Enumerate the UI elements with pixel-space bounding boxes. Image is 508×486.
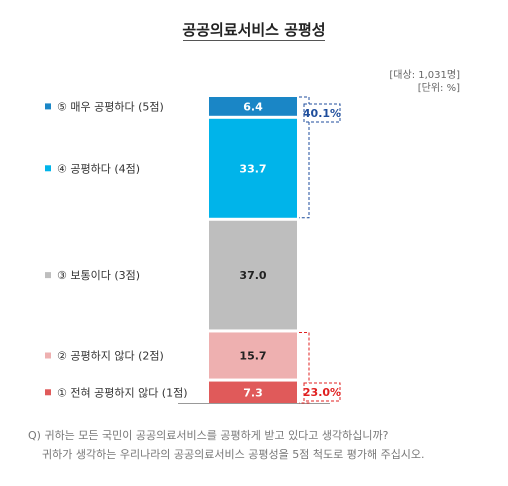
- legend-swatch-5: [45, 389, 51, 396]
- annotation-box-2: [303, 382, 341, 402]
- bar-segment-4: [209, 332, 297, 379]
- bar-value-label-3: 37.0: [239, 269, 266, 282]
- legend-label-4: ② 공평하지 않다 (2점): [57, 349, 164, 363]
- annotation-label-2: 23.0%: [303, 386, 341, 399]
- sample-size-label: [대상: 1,031명]: [389, 70, 460, 81]
- legend-swatch-3: [45, 272, 51, 279]
- annotation-bracket-2: [299, 331, 310, 404]
- chart-title: 공공의료서비스 공평성: [182, 21, 326, 39]
- bar-value-label-5: 7.3: [243, 386, 263, 399]
- legend-swatch-1: [45, 103, 51, 110]
- bar-segment-5: [209, 381, 297, 403]
- annotation-bracket-1: [299, 96, 310, 219]
- bar-value-label-1: 6.4: [243, 100, 263, 113]
- survey-question: Q) 귀하는 모든 국민이 공공의료서비스를 공평하게 받고 있다고 생각하십니…: [28, 426, 498, 464]
- question-line-2: 귀하가 생각하는 우리나라의 공공의료서비스 공평성을 5점 척도로 평가해 주…: [42, 448, 425, 461]
- legend-label-1: ⑤ 매우 공평하다 (5점): [57, 99, 164, 113]
- legend-label-2: ④ 공평하다 (4점): [57, 161, 140, 175]
- question-line-1: Q) 귀하는 모든 국민이 공공의료서비스를 공평하게 받고 있다고 생각하십니…: [28, 429, 389, 442]
- unit-label: [단위: %]: [417, 83, 460, 94]
- annotation-box-1: [303, 103, 341, 123]
- bar-segment-2: [209, 118, 297, 218]
- legend-label-3: ③ 보통이다 (3점): [57, 269, 140, 282]
- annotation-label-1: 40.1%: [303, 107, 341, 120]
- bar-segment-1: [209, 97, 297, 116]
- legend-swatch-2: [45, 165, 51, 172]
- bar-value-label-4: 15.7: [239, 350, 266, 363]
- bar-value-label-2: 33.7: [239, 162, 266, 175]
- legend-swatch-4: [45, 352, 51, 359]
- legend-label-5: ① 전혀 공평하지 않다 (1점): [57, 385, 188, 399]
- title-underline: [183, 40, 325, 41]
- bar-segment-3: [209, 220, 297, 330]
